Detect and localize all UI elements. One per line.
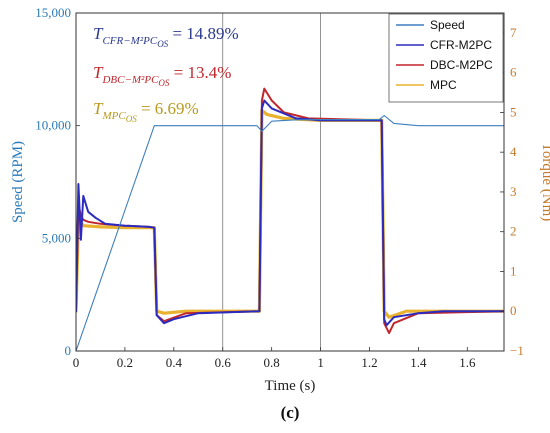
- axis-ticks: 0 0.2 0.4 0.6 0.8 1 1.2 1.4 1.6 0 5,000 10,000 15,00…: [35, 5, 524, 370]
- y-right-tick-label: 2: [510, 224, 517, 239]
- legend-label: Speed: [430, 18, 465, 32]
- y-right-tick-label: 7: [510, 25, 517, 40]
- overshoot-annotations: TCFR−M²PCOS = 14.89% TDBC−M²PCOS = 13.4% T…: [93, 24, 239, 124]
- legend-label: CFR-M2PC: [430, 38, 492, 52]
- series-line-cfr-m2pc: [76, 99, 504, 327]
- y-right-tick-label: 5: [510, 104, 517, 119]
- x-tick-label: 1.4: [410, 355, 427, 370]
- legend: Speed CFR-M2PC DBC-M2PC MPC: [388, 13, 504, 103]
- y-axis-right-title: Torque (Nm): [539, 143, 550, 222]
- x-tick-label: 0.2: [117, 355, 133, 370]
- y-right-tick-label: −1: [510, 343, 524, 358]
- panel-label: (c): [281, 403, 300, 422]
- legend-label: MPC: [430, 78, 457, 92]
- series-layer: [76, 87, 504, 351]
- y-left-tick-label: 0: [65, 343, 72, 358]
- x-axis-title: Time (s): [265, 378, 316, 394]
- x-tick-label: 0: [73, 355, 80, 370]
- overshoot-annotation: TDBC−M²PCOS = 13.4%: [93, 63, 231, 88]
- series-line-speed: [76, 114, 504, 351]
- series-line-mpc: [76, 108, 504, 319]
- overshoot-annotation: TCFR−M²PCOS = 14.89%: [93, 24, 239, 49]
- legend-box: [388, 13, 504, 103]
- x-tick-label: 0.4: [166, 355, 183, 370]
- y-right-tick-label: 0: [510, 303, 517, 318]
- overshoot-annotation: TMPCOS = 6.69%: [93, 99, 199, 124]
- x-tick-label: 0.8: [264, 355, 280, 370]
- y-right-tick-label: 3: [510, 184, 517, 199]
- y-axis-left-title: Speed (RPM): [10, 141, 26, 223]
- grid-lines: [222, 13, 321, 351]
- x-tick-label: 1.6: [459, 355, 476, 370]
- x-tick-label: 1.2: [361, 355, 377, 370]
- x-tick-label: 1: [317, 355, 324, 370]
- y-left-tick-label: 10,000: [35, 118, 71, 133]
- y-left-tick-label: 5,000: [42, 230, 71, 245]
- y-left-tick-label: 15,000: [35, 5, 71, 20]
- x-tick-label: 0.6: [215, 355, 232, 370]
- plot-frame: [75, 12, 505, 352]
- legend-label: DBC-M2PC: [430, 58, 493, 72]
- y-right-tick-label: 4: [510, 144, 517, 159]
- y-right-tick-label: 6: [510, 65, 517, 80]
- y-right-tick-label: 1: [510, 263, 517, 278]
